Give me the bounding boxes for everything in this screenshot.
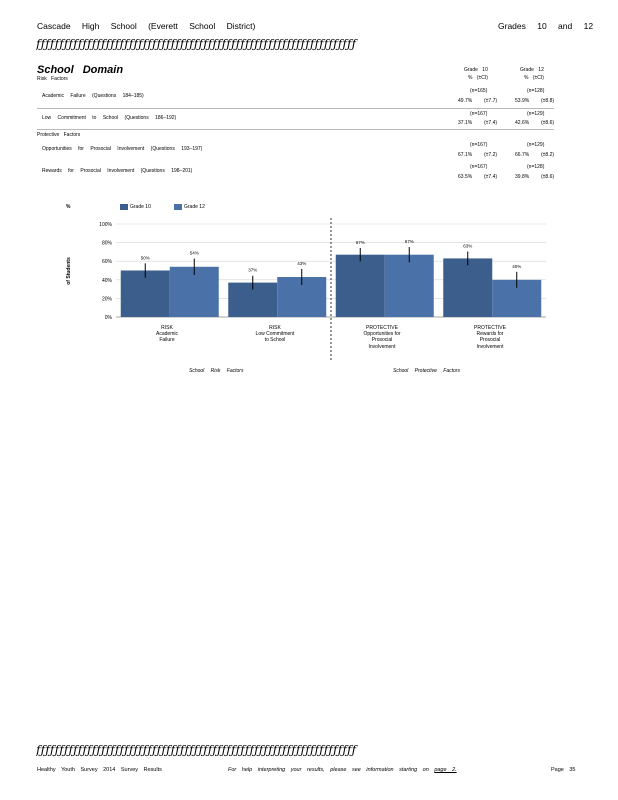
bar <box>169 266 219 317</box>
protective-row-1-v2: 66.7% <box>515 152 530 158</box>
footer-rule: ƒƒƒƒƒƒƒƒƒƒƒƒƒƒƒƒƒƒƒƒƒƒƒƒƒƒƒƒƒƒƒƒƒƒƒƒƒƒƒƒ… <box>36 743 357 757</box>
protective-row-2-label: Rewards for Prosocial Involvement (Quest… <box>42 168 193 174</box>
header-rule: ƒƒƒƒƒƒƒƒƒƒƒƒƒƒƒƒƒƒƒƒƒƒƒƒƒƒƒƒƒƒƒƒƒƒƒƒƒƒƒƒ… <box>36 37 357 51</box>
footer-page-link[interactable]: page 2. <box>434 767 457 773</box>
risk-row-2-v2: 42.6% <box>515 120 530 126</box>
risk-row-1-v2: 53.9% <box>515 98 530 104</box>
group-label-protective: School Protective Factors <box>393 368 460 374</box>
col2-title: Grade 12 <box>520 67 544 73</box>
protective-row-1-ci2: (±8.2) <box>541 152 555 158</box>
category-label-3: PROTECTIVE Opportunities for Prosocial I… <box>363 325 401 350</box>
protective-row-2-v1: 63.5% <box>458 174 473 180</box>
protective-row-1-n2: (n=129) <box>527 142 545 148</box>
data-label: 50% <box>141 255 150 260</box>
row-divider <box>37 129 554 130</box>
legend-grade12: Grade 12 <box>184 204 205 210</box>
data-label: 63% <box>463 244 472 249</box>
category-label-1: RISK Academic Failure <box>156 325 178 344</box>
footer-survey-name: Healthy Youth Survey 2014 Survey Results <box>37 767 162 773</box>
risk-row-1-n1: (n=165) <box>470 88 488 94</box>
risk-row-1-label: Academic Failure (Questions 184–185) <box>42 93 144 99</box>
protective-row-1-ci1: (±7.2) <box>484 152 498 158</box>
data-label: 43% <box>297 261 306 266</box>
protective-row-2-ci1: (±7.4) <box>484 174 498 180</box>
col2-sub: % (±CI) <box>524 75 544 81</box>
protective-row-1-label: Opportunities for Prosocial Involvement … <box>42 146 203 152</box>
y-tick-label: 80% <box>102 241 113 247</box>
risk-row-1-n2: (n=128) <box>527 88 545 94</box>
protective-row-1-v1: 67.1% <box>458 152 473 158</box>
legend-grade10: Grade 10 <box>130 204 151 210</box>
y-tick-label: 60% <box>102 259 113 265</box>
y-axis-label: of Students <box>66 257 72 285</box>
bar-chart: of Students 0% 20% 40% 60% 80% 100% 50% 54% 37% 4… <box>66 218 546 362</box>
protective-section-label: Protective Factors <box>37 132 81 138</box>
data-label: 37% <box>248 268 257 273</box>
data-label: 67% <box>405 239 414 244</box>
bar <box>120 270 170 317</box>
protective-row-2-ci2: (±8.6) <box>541 174 555 180</box>
footer-help-prefix: For help interpreting your results, plea… <box>228 767 429 773</box>
risk-row-2-n2: (n=129) <box>527 111 545 117</box>
domain-title: School Domain <box>37 64 124 76</box>
bar <box>384 254 434 317</box>
y-tick-label: 40% <box>102 278 113 284</box>
protective-row-1-n1: (n=167) <box>470 142 488 148</box>
legend-swatch-grade10 <box>120 204 128 210</box>
risk-row-2-ci1: (±7.4) <box>484 120 498 126</box>
legend-swatch-grade12 <box>174 204 182 210</box>
data-label: 67% <box>356 240 365 245</box>
category-label-2: RISK Low Commitment to School <box>255 325 295 344</box>
risk-row-2-ci2: (±8.6) <box>541 120 555 126</box>
y-tick-label: 20% <box>102 296 113 302</box>
col1-sub: % (±CI) <box>468 75 488 81</box>
risk-row-1-v1: 49.7% <box>458 98 473 104</box>
col1-title: Grade 10 <box>464 67 488 73</box>
risk-row-1-ci2: (±8.8) <box>541 98 555 104</box>
protective-row-2-v2: 39.8% <box>515 174 530 180</box>
footer-page-number: Page 35 <box>551 767 576 773</box>
bar <box>335 254 385 317</box>
data-label: 54% <box>190 251 199 256</box>
protective-row-2-n2: (n=128) <box>527 164 545 170</box>
risk-row-2-n1: (n=167) <box>470 111 488 117</box>
y-tick-label: 100% <box>99 222 112 228</box>
row-divider <box>37 108 554 109</box>
y-tick-label: 0% <box>105 315 113 321</box>
y-axis-percent-label: % <box>66 204 71 210</box>
category-label-4: PROTECTIVE Rewards for Prosocial Involve… <box>474 325 506 350</box>
risk-row-1-ci1: (±7.7) <box>484 98 498 104</box>
footer-help-text: For help interpreting your results, plea… <box>228 767 457 773</box>
grades-label: Grades 10 and 12 <box>498 21 594 31</box>
protective-row-2-n1: (n=167) <box>470 164 488 170</box>
risk-row-2-v1: 37.1% <box>458 120 473 126</box>
data-label: 40% <box>512 264 521 269</box>
bar <box>443 258 493 317</box>
risk-section-label: Risk Factors <box>37 76 68 82</box>
group-label-risk: School Risk Factors <box>189 368 244 374</box>
risk-row-2-label: Low Commitment to School (Questions 186–… <box>42 115 177 121</box>
school-name: Cascade High School (Everett School Dist… <box>37 21 256 31</box>
